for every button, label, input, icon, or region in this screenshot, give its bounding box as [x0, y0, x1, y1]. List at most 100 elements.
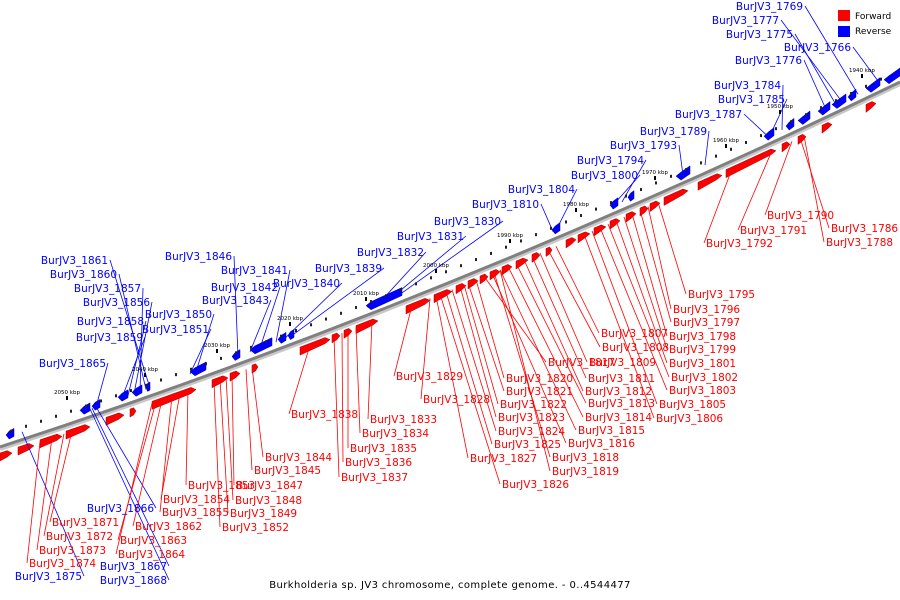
reverse-gene-label: BurJV3_1785 [718, 94, 785, 106]
minor-tick [85, 404, 87, 408]
minor-tick [235, 351, 237, 355]
forward-gene-arrow [821, 122, 833, 134]
reverse-gene-label: BurJV3_1846 [165, 251, 232, 263]
forward-leader-line [499, 269, 577, 431]
reverse-gene-label: BurJV3_1850 [145, 309, 212, 321]
backbone-shadow [0, 82, 900, 451]
reverse-leader-line [743, 113, 769, 137]
minor-tick [265, 340, 267, 344]
forward-leader-line [445, 291, 493, 445]
forward-gene-label: BurJV3_1852 [222, 522, 289, 534]
forward-leader-line [219, 378, 229, 514]
reverse-leader-line [611, 174, 641, 207]
forward-gene-label: BurJV3_1792 [706, 238, 773, 250]
forward-gene-label: BurJV3_1834 [362, 428, 429, 440]
minor-tick [325, 317, 327, 321]
forward-gene-label: BurJV3_1788 [826, 237, 893, 249]
forward-gene-label: BurJV3_1818 [552, 452, 619, 464]
reverse-gene-label: BurJV3_1851 [142, 324, 209, 336]
reverse-leader-line [781, 84, 784, 130]
forward-leader-line [515, 262, 587, 404]
minor-tick [715, 154, 717, 158]
kbp-tick-mark [779, 110, 781, 114]
minor-tick [490, 251, 492, 255]
forward-gene-label: BurJV3_1796 [673, 304, 740, 316]
reverse-gene-arrow [551, 222, 561, 235]
forward-leader-line [803, 135, 825, 243]
minor-tick [415, 282, 417, 286]
minor-tick [355, 305, 357, 309]
reverse-leader-line [399, 220, 504, 295]
minor-tick [130, 389, 132, 393]
forward-gene-label: BurJV3_1848 [235, 495, 302, 507]
forward-gene-label: BurJV3_1871 [52, 517, 119, 529]
minor-tick [145, 383, 147, 387]
forward-gene-label: BurJV3_1817 [548, 357, 615, 369]
reverse-leader-line [289, 267, 385, 338]
reverse-gene-label: BurJV3_1865 [39, 358, 106, 370]
reverse-gene-label: BurJV3_1839 [315, 263, 382, 275]
reverse-gene-label: BurJV3_1810 [472, 199, 539, 211]
forward-gene-arrow [405, 298, 431, 315]
forward-leader-line [355, 327, 361, 434]
forward-leader-line [288, 345, 311, 415]
kbp-tick-label: 2010 kbp [353, 291, 379, 297]
minor-tick [730, 147, 732, 151]
reverse-gene-arrow [131, 384, 143, 397]
legend-forward-swatch [838, 10, 850, 21]
minor-tick [70, 409, 72, 413]
minor-tick [580, 214, 582, 218]
minor-tick [205, 362, 207, 366]
minor-tick [565, 220, 567, 224]
forward-gene-label: BurJV3_1806 [656, 413, 723, 425]
forward-gene-arrow [577, 231, 591, 244]
forward-gene-label: BurJV3_1873 [39, 545, 106, 557]
kbp-tick-mark [654, 176, 656, 180]
legend-forward-label: Forward [855, 12, 891, 22]
forward-leader-line [459, 286, 497, 418]
forward-leader-line [737, 150, 773, 231]
minor-tick [220, 356, 222, 360]
forward-gene-label: BurJV3_1799 [669, 344, 736, 356]
forward-gene-label: BurJV3_1813 [588, 398, 655, 410]
forward-leader-line [475, 279, 505, 379]
minor-tick [745, 140, 747, 144]
reverse-gene-label: BurJV3_1861 [41, 255, 108, 267]
minor-tick [805, 113, 807, 117]
backbone-layer [0, 80, 900, 451]
forward-leader-line [583, 234, 655, 419]
kbp-tick-label: 1990 kbp [497, 233, 523, 239]
forward-gene-arrow [105, 412, 125, 426]
reverse-gene-arrow [287, 328, 295, 340]
minor-tick [820, 106, 822, 110]
reverse-gene-label: BurJV3_1866 [87, 503, 154, 515]
reverse-gene-arrow [763, 127, 775, 141]
forward-gene-label: BurJV3_1826 [502, 479, 569, 491]
reverse-leader-line [91, 408, 170, 567]
forward-gene-label: BurJV3_1824 [498, 426, 565, 438]
tick-layer: 1940 kbp 1950 kbp 1960 kbp 1970 kbp 1980 kbp… [10, 68, 882, 433]
forward-gene-label: BurJV3_1821 [506, 386, 573, 398]
forward-leader-line [245, 369, 253, 471]
forward-leader-line [631, 213, 668, 337]
reverse-gene-label: BurJV3_1868 [100, 575, 167, 587]
forward-gene-label: BurJV3_1825 [494, 439, 561, 451]
reverse-gene-label: BurJV3_1840 [273, 278, 340, 290]
forward-gene-label: BurJV3_1814 [585, 412, 652, 424]
kbp-tick-mark [66, 396, 68, 400]
reverse-leader-line [195, 313, 215, 372]
forward-gene-arrow [609, 218, 621, 230]
forward-gene-label: BurJV3_1797 [673, 317, 740, 329]
minor-tick [685, 168, 687, 172]
kbp-tick-label: 1940 kbp [849, 68, 875, 74]
forward-gene-label: BurJV3_1791 [740, 225, 807, 237]
reverse-leader-line [233, 255, 239, 357]
forward-gene-label: BurJV3_1815 [578, 425, 645, 437]
forward-gene-label: BurJV3_1837 [341, 472, 408, 484]
minor-tick [100, 399, 102, 403]
forward-gene-label: BurJV3_1864 [118, 549, 185, 561]
reverse-gene-label: BurJV3_1800 [571, 170, 638, 182]
forward-gene-arrow [39, 433, 63, 449]
kbp-tick-label: 1960 kbp [713, 138, 739, 144]
